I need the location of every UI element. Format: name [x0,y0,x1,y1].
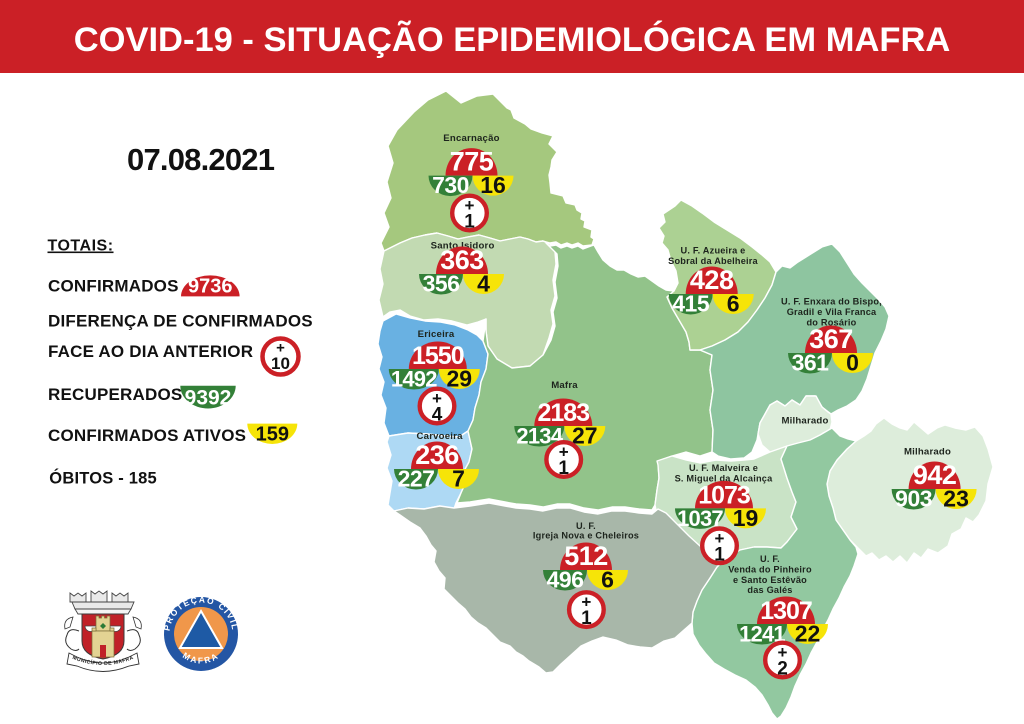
svg-text:COVID-19 - SITUAÇÃO EPIDEMIOLÓ: COVID-19 - SITUAÇÃO EPIDEMIOLÓGICA EM MA… [74,19,951,59]
svg-text:775: 775 [450,147,494,177]
svg-text:ÓBITOS - 185: ÓBITOS - 185 [49,469,157,488]
svg-text:+: + [465,196,475,215]
svg-text:7: 7 [452,466,465,492]
svg-text:361: 361 [792,350,830,376]
svg-text:Milharado: Milharado [781,416,828,427]
svg-text:159: 159 [256,424,289,446]
svg-text:730: 730 [432,172,469,198]
svg-text:16: 16 [480,172,506,198]
svg-text:23: 23 [943,486,969,512]
svg-text:496: 496 [547,567,584,593]
svg-text:+: + [778,643,788,662]
svg-text:2: 2 [777,659,788,680]
svg-text:+: + [715,529,725,548]
svg-text:TOTAIS:: TOTAIS: [48,238,114,255]
svg-text:9736: 9736 [188,276,233,298]
svg-text:07.08.2021: 07.08.2021 [127,142,275,177]
svg-text:1: 1 [558,458,569,479]
svg-text:19: 19 [733,505,759,531]
svg-text:363: 363 [440,245,484,275]
svg-text:29: 29 [447,366,473,392]
svg-text:CONFIRMADOS: CONFIRMADOS [48,277,179,296]
svg-text:367: 367 [809,324,853,354]
svg-text:Sobral da Abelheira: Sobral da Abelheira [668,256,758,266]
svg-text:10: 10 [271,354,290,373]
svg-text:227: 227 [398,466,435,492]
svg-text:+: + [276,340,285,357]
svg-text:+: + [559,443,569,462]
svg-text:RECUPERADOS: RECUPERADOS [48,385,182,404]
svg-text:6: 6 [727,291,740,317]
svg-text:2183: 2183 [537,399,589,427]
svg-text:U. F. Enxara do Bispo,: U. F. Enxara do Bispo, [781,297,882,307]
svg-text:MAFRA: MAFRA [181,650,221,665]
svg-text:1550: 1550 [412,342,464,370]
svg-text:+: + [432,389,442,408]
svg-text:4: 4 [432,405,443,426]
svg-text:1: 1 [714,544,725,565]
svg-text:Igreja Nova e Cheleiros: Igreja Nova e Cheleiros [533,531,639,541]
svg-text:1492: 1492 [391,367,437,392]
svg-text:Venda do Pinheiro: Venda do Pinheiro [728,564,812,574]
svg-text:DIFERENÇA DE CONFIRMADOS: DIFERENÇA DE CONFIRMADOS [48,312,313,331]
svg-text:Gradil e Vila Franca: Gradil e Vila Franca [787,307,877,317]
svg-text:das Galés: das Galés [747,585,792,595]
svg-text:356: 356 [423,271,460,297]
svg-text:0: 0 [846,350,859,376]
svg-text:1073: 1073 [698,481,750,509]
svg-text:U. F. Malveira e: U. F. Malveira e [689,463,758,473]
svg-text:U. F.: U. F. [760,554,780,564]
svg-text:1: 1 [581,608,592,629]
svg-text:FACE AO DIA ANTERIOR: FACE AO DIA ANTERIOR [48,342,253,361]
svg-text:4: 4 [477,271,490,297]
svg-text:9392: 9392 [185,387,232,410]
svg-text:Mafra: Mafra [551,380,578,391]
svg-text:do Rosário: do Rosário [807,318,857,328]
svg-text:Encarnação: Encarnação [443,133,499,144]
svg-text:942: 942 [913,460,957,490]
svg-text:903: 903 [895,486,932,512]
svg-text:CONFIRMADOS ATIVOS: CONFIRMADOS ATIVOS [48,426,246,445]
svg-text:22: 22 [795,621,821,647]
svg-text:415: 415 [672,291,710,317]
svg-text:Ericeira: Ericeira [418,329,455,340]
svg-text:27: 27 [572,423,598,449]
svg-text:Carvoeira: Carvoeira [417,431,464,442]
svg-text:U. F. Azueira e: U. F. Azueira e [681,245,746,255]
svg-text:+: + [581,593,591,612]
svg-text:236: 236 [415,440,459,470]
svg-text:Santo Isidoro: Santo Isidoro [431,241,495,252]
svg-text:S. Miguel da Alcainça: S. Miguel da Alcainça [675,474,773,484]
svg-text:6: 6 [601,567,614,593]
svg-text:e Santo Estêvão: e Santo Estêvão [733,575,807,585]
svg-text:428: 428 [690,265,734,295]
svg-text:512: 512 [564,541,608,571]
svg-text:1: 1 [464,212,475,233]
svg-text:1307: 1307 [760,597,812,625]
svg-text:U. F.: U. F. [576,521,596,531]
svg-text:Milharado: Milharado [904,447,951,458]
